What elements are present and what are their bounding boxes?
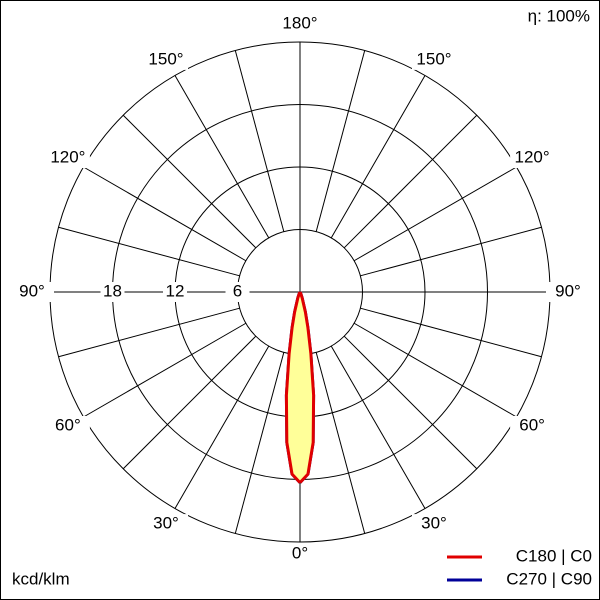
- angle-label-bg: [45, 416, 90, 436]
- radial-grid-line: [174, 75, 270, 239]
- tick-label-bg: [225, 282, 250, 302]
- radial-grid-line: [58, 226, 240, 277]
- angle-label: 90°: [555, 281, 581, 300]
- angle-label: 0°: [292, 543, 308, 562]
- radial-grid-line: [83, 322, 247, 418]
- radial-grid-line: [315, 352, 366, 534]
- radial-grid-line: [234, 352, 285, 534]
- radial-grid-line: [330, 345, 426, 509]
- radial-grid-line: [353, 322, 517, 418]
- radial-grid-line: [122, 335, 257, 470]
- radial-grid-line: [353, 166, 517, 262]
- beam-line: [298, 291, 316, 484]
- angle-label: 150°: [148, 49, 183, 68]
- angle-label-bg: [278, 14, 322, 34]
- angle-label-bg: [510, 416, 555, 436]
- angle-label-bg: [144, 514, 188, 535]
- r-tick-label: 12: [166, 281, 185, 300]
- unit-label: kcd/klm: [12, 569, 70, 588]
- angle-label-bg: [144, 49, 188, 70]
- angle-label: 30°: [421, 514, 447, 533]
- r-tick-label: 18: [103, 281, 122, 300]
- beam-fill: [300, 292, 314, 483]
- angle-label: 60°: [55, 415, 81, 434]
- angle-label-bg: [412, 49, 456, 70]
- radial-grid-line: [174, 345, 270, 509]
- angle-label-bg: [412, 514, 456, 535]
- r-tick-label: 6: [233, 281, 242, 300]
- radial-grid-line: [83, 166, 247, 262]
- tick-label-bg: [163, 282, 187, 302]
- angle-label: 180°: [282, 13, 317, 32]
- angle-label: 90°: [19, 281, 45, 300]
- legend-label: C270 | C90: [506, 569, 592, 588]
- angle-label-bg: [278, 544, 322, 564]
- radial-grid-line: [122, 114, 257, 249]
- angle-label: 150°: [416, 49, 451, 68]
- tick-label-bg: [100, 282, 125, 302]
- angle-label: 30°: [153, 514, 179, 533]
- angle-label: 120°: [50, 147, 85, 166]
- radial-grid-line: [58, 307, 240, 358]
- radial-grid-line: [343, 335, 478, 470]
- radial-grid-line: [360, 226, 542, 277]
- angle-label: 60°: [519, 415, 545, 434]
- radial-grid-line: [360, 307, 542, 358]
- beam-line: [284, 291, 302, 484]
- angle-label-bg: [546, 282, 590, 302]
- beam-fill: [286, 292, 300, 483]
- angle-label-bg: [45, 148, 90, 168]
- radial-grid-line: [234, 50, 285, 232]
- angle-label-bg: [10, 282, 54, 302]
- radial-grid-line: [330, 75, 426, 239]
- radial-grid-line: [315, 50, 366, 232]
- radial-grid-line: [343, 114, 478, 249]
- angle-label-bg: [510, 148, 555, 168]
- angle-label: 120°: [515, 147, 550, 166]
- legend-label: C180 | C0: [516, 546, 592, 565]
- efficiency: η: 100%: [528, 6, 590, 25]
